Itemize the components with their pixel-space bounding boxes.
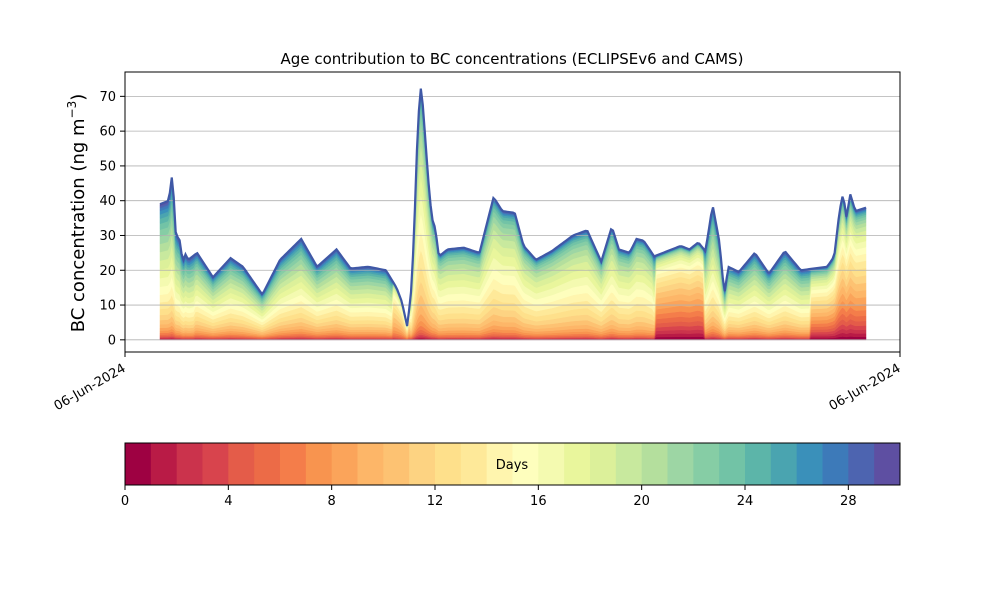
colorbar-swatch-28	[848, 443, 875, 485]
chart-title: Age contribution to BC concentrations (E…	[281, 50, 744, 68]
y-tick-label-60: 60	[99, 125, 116, 140]
colorbar-swatch-21	[667, 443, 694, 485]
colorbar-tick-label-8: 8	[328, 494, 336, 509]
colorbar-tick-label-28: 28	[840, 494, 857, 509]
colorbar-swatch-11	[409, 443, 436, 485]
colorbar-tick-label-24: 24	[737, 494, 754, 509]
colorbar-swatch-3	[202, 443, 229, 485]
colorbar-swatch-20	[641, 443, 668, 485]
colorbar-swatch-25	[770, 443, 798, 485]
colorbar-swatch-24	[745, 443, 772, 485]
colorbar-ticks: 0 4 8 12 16 20 24 28	[121, 485, 857, 509]
colorbar-frame	[124, 442, 901, 486]
colorbar-swatch-10	[383, 443, 410, 485]
y-tick-label-70: 70	[99, 90, 116, 105]
colorbar-swatch-17	[564, 443, 591, 485]
y-axis-label: BC concentration (ng m−3)	[65, 94, 89, 333]
colorbar-swatch-1	[150, 443, 178, 485]
y-tick-label-0: 0	[108, 333, 116, 348]
y-tick-label-20: 20	[99, 264, 116, 279]
colorbar-swatch-22	[693, 443, 720, 485]
colorbar-swatch-14	[486, 443, 513, 485]
colorbar-swatch-9	[357, 443, 384, 485]
colorbar-swatch-7	[305, 443, 333, 485]
colorbar-swatch-13	[460, 443, 488, 485]
y-tick-label-30: 30	[99, 229, 116, 244]
y-tick-label-50: 50	[99, 159, 116, 174]
total-concentration-line	[159, 88, 867, 327]
colorbar-swatch-29	[874, 443, 901, 485]
colorbar-swatch-12	[435, 443, 462, 485]
colorbar-swatch-0	[125, 443, 152, 485]
colorbar-swatch-19	[615, 443, 643, 485]
colorbar-tick-label-0: 0	[121, 494, 129, 509]
colorbar-swatch-23	[719, 443, 746, 485]
y-tick-label-40: 40	[99, 194, 116, 209]
colorbar-tick-label-12: 12	[427, 494, 444, 509]
colorbar-label: Days	[496, 458, 529, 473]
x-tick-label-end: 06-Jun-2024	[827, 361, 904, 414]
y-tick-label-10: 10	[99, 299, 116, 314]
colorbar-swatch-26	[796, 443, 823, 485]
colorbar-swatch-8	[331, 443, 358, 485]
colorbar-swatch-15	[512, 443, 539, 485]
colorbar-swatch-16	[538, 443, 565, 485]
colorbar-swatch-27	[822, 443, 849, 485]
stacked-area-layers	[159, 88, 867, 341]
colorbar-tick-label-16: 16	[530, 494, 547, 509]
x-tick-label-start: 06-Jun-2024	[52, 361, 129, 414]
colorbar	[125, 443, 901, 485]
colorbar-swatch-2	[176, 443, 203, 485]
colorbar-tick-label-20: 20	[633, 494, 650, 509]
colorbar-tick-label-4: 4	[224, 494, 232, 509]
colorbar-swatch-6	[280, 443, 307, 485]
colorbar-swatch-4	[228, 443, 255, 485]
y-axis-ticks: 0 10 20 30 40 50 60 70	[99, 90, 125, 348]
colorbar-swatch-18	[590, 443, 617, 485]
colorbar-swatch-5	[254, 443, 281, 485]
plot-frame	[124, 71, 901, 353]
